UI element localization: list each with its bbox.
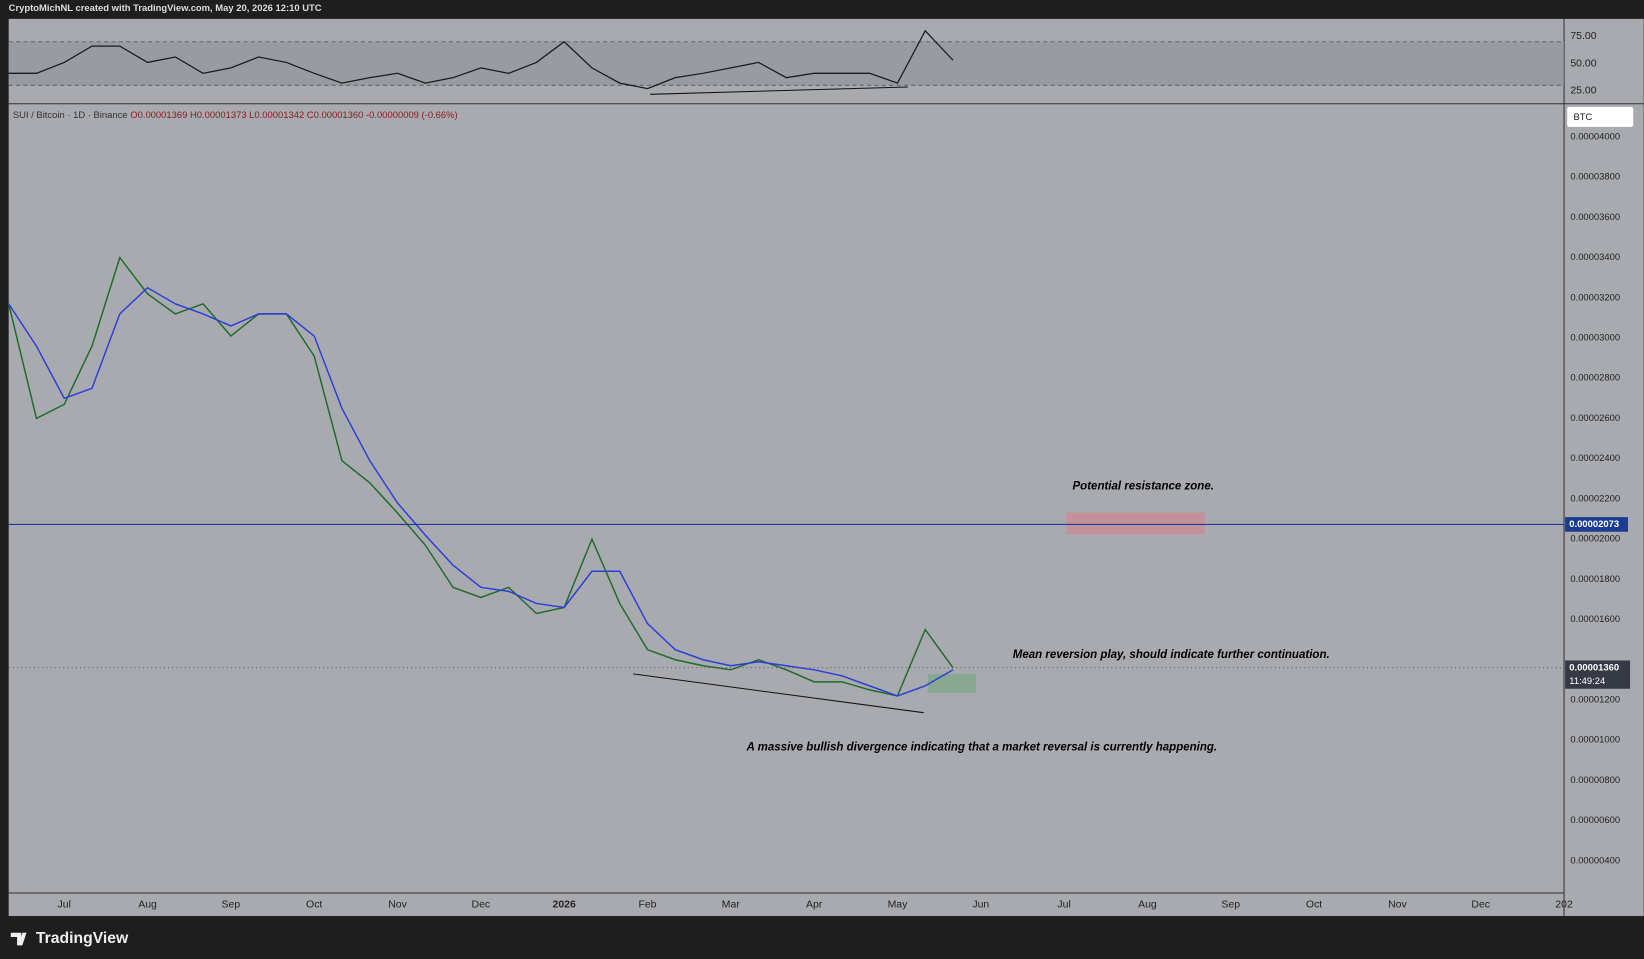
- trend-line: [633, 673, 924, 714]
- countdown: 11:49:24: [1569, 675, 1605, 686]
- x-tick-label: Sep: [222, 899, 241, 910]
- x-tick-label: Aug: [1138, 899, 1157, 910]
- x-tick-label: Oct: [306, 899, 322, 910]
- x-tick-label: Jul: [58, 899, 71, 910]
- y-tick-label: 0.00000600: [1570, 814, 1620, 825]
- x-tick-label: Sep: [1221, 899, 1240, 910]
- logo: TradingView: [36, 930, 129, 947]
- y-tick-label: 0.00002200: [1570, 492, 1620, 503]
- y-tick-label: 75.00: [1570, 31, 1596, 42]
- y-tick-label: 0.00003800: [1570, 171, 1620, 182]
- level-label-box: [1565, 517, 1628, 532]
- x-tick-label: 202: [1555, 899, 1573, 910]
- x-tick-label: Apr: [806, 899, 823, 910]
- y-tick-label: 0.00004000: [1570, 130, 1620, 141]
- y-tick-label: 0.00000800: [1570, 774, 1620, 785]
- last-price-label: 0.00001360: [1569, 661, 1619, 672]
- y-tick-label: 0.00003400: [1570, 251, 1620, 262]
- currency: BTC: [1573, 111, 1592, 122]
- y-tick-label: 0.00001200: [1570, 693, 1620, 704]
- y-tick-label: 0.00002000: [1570, 533, 1620, 544]
- series-line: [7, 256, 954, 697]
- x-tick-label: 2026: [553, 899, 576, 910]
- currency-box: [1567, 106, 1634, 127]
- x-tick-label: Aug: [138, 899, 157, 910]
- last-price-box: [1565, 660, 1631, 689]
- x-tick-label: Nov: [388, 899, 407, 910]
- logo-icon: [10, 932, 27, 946]
- y-tick-label: 25.00: [1570, 86, 1596, 97]
- y-tick-label: 0.00000400: [1570, 854, 1620, 865]
- y-tick-label: 0.00002800: [1570, 372, 1620, 383]
- resistance-zone: [1066, 512, 1205, 535]
- y-tick-label: 0.00002600: [1570, 412, 1620, 423]
- x-tick-label: Jul: [1057, 899, 1070, 910]
- series-line: [8, 286, 954, 697]
- level-label: 0.00002073: [1569, 518, 1619, 529]
- x-tick-label: Oct: [1306, 899, 1322, 910]
- plot-background: [8, 18, 1644, 917]
- annotation: Mean reversion play, should indicate fur…: [1013, 649, 1330, 661]
- x-tick-label: Dec: [472, 899, 491, 910]
- y-tick-label: 0.00003000: [1570, 332, 1620, 343]
- x-tick-label: Nov: [1388, 899, 1407, 910]
- y-tick-label: 0.00003600: [1570, 211, 1620, 222]
- y-tick-label: 0.00001600: [1570, 613, 1620, 624]
- rsi-trend-line: [650, 86, 908, 95]
- series-line: [8, 29, 954, 90]
- ohlc: O0.00001369 H0.00001373 L0.00001342 C0.0…: [130, 109, 457, 120]
- x-tick-label: May: [888, 899, 909, 910]
- y-tick-label: 0.00001800: [1570, 573, 1620, 584]
- y-tick-label: 0.00001000: [1570, 734, 1620, 745]
- credit: CryptoMichNL created with TradingView.co…: [9, 2, 322, 13]
- annotation: Potential resistance zone.: [1072, 480, 1213, 492]
- symbol: SUI / Bitcoin · 1D · Binance: [13, 109, 128, 120]
- y-tick-label: 50.00: [1570, 58, 1596, 69]
- x-tick-label: Jun: [972, 899, 989, 910]
- y-tick-label: 0.00002400: [1570, 452, 1620, 463]
- x-tick-label: Dec: [1471, 899, 1490, 910]
- y-tick-label: 0.00003200: [1570, 291, 1620, 302]
- support-zone: [927, 673, 977, 693]
- x-tick-label: Feb: [638, 899, 656, 910]
- annotation: A massive bullish divergence indicating …: [746, 741, 1218, 753]
- x-tick-label: Mar: [722, 899, 741, 910]
